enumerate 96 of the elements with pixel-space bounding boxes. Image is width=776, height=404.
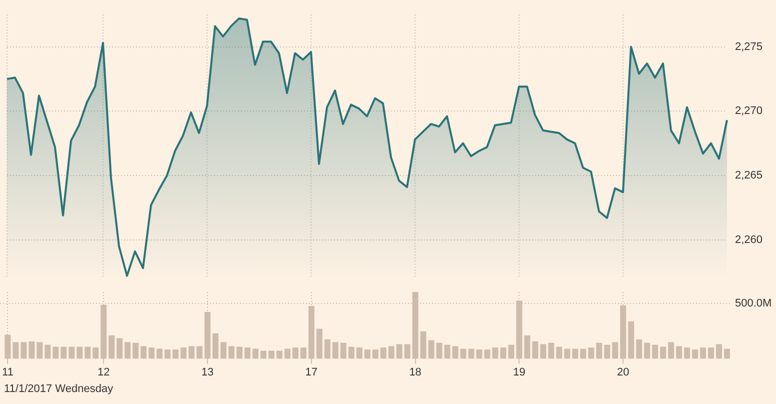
- bar: [428, 340, 434, 359]
- bar: [380, 347, 386, 359]
- bar: [388, 346, 394, 359]
- bar: [724, 348, 730, 359]
- bar: [420, 331, 426, 359]
- bar: [92, 347, 99, 359]
- bar: [268, 350, 274, 359]
- text: 11/1/2017 Wednesday: [4, 383, 114, 395]
- bar: [484, 349, 490, 359]
- x-tick-label: 12: [98, 366, 110, 378]
- bar: [212, 333, 219, 359]
- bar: [548, 342, 554, 359]
- bar: [580, 348, 586, 359]
- bar: [140, 346, 147, 359]
- bar: [132, 342, 139, 359]
- bar: [324, 339, 330, 359]
- bar: [668, 342, 674, 359]
- bar: [172, 349, 179, 359]
- bar: [348, 346, 354, 359]
- bar: [20, 342, 27, 359]
- bar: [84, 346, 91, 359]
- bar: [596, 342, 602, 359]
- bar: [116, 338, 123, 359]
- bar: [644, 342, 650, 359]
- ref-line-label: 500.0M: [735, 297, 772, 310]
- bar: [12, 342, 19, 359]
- bar: [444, 344, 450, 359]
- bar: [284, 348, 290, 359]
- bar: [28, 341, 35, 359]
- bar: [244, 347, 250, 359]
- y-tick-label: 2,265: [735, 169, 763, 182]
- bar: [636, 339, 642, 359]
- bar: [396, 344, 402, 359]
- bar: [108, 335, 115, 359]
- bar: [556, 346, 562, 359]
- bar: [372, 349, 378, 359]
- bar: [332, 342, 338, 359]
- bar: [276, 350, 282, 359]
- bar: [612, 342, 618, 359]
- bar: [564, 348, 570, 359]
- bar: [252, 348, 258, 359]
- bar: [196, 346, 203, 359]
- bar: [228, 346, 234, 359]
- bar: [188, 346, 195, 359]
- bar: [260, 350, 266, 359]
- bar: [508, 344, 514, 359]
- x-tick-label: 20: [616, 366, 630, 378]
- bar: [300, 347, 306, 359]
- x-tick-label: 17: [305, 366, 318, 378]
- bar: [660, 346, 666, 359]
- bar: [76, 346, 83, 359]
- bar: [652, 344, 658, 359]
- bar: [540, 344, 546, 359]
- bar: [364, 349, 370, 359]
- bar: [292, 347, 298, 359]
- bar: [588, 347, 594, 359]
- bar: [68, 346, 75, 359]
- bar: [692, 349, 698, 359]
- y-tick-label: 2,275: [735, 40, 763, 53]
- bar: [532, 341, 538, 359]
- bar: [340, 342, 346, 359]
- y-tick-label: 2,260: [735, 234, 763, 246]
- x-tick-label: 18: [409, 366, 422, 378]
- bar: [500, 347, 506, 359]
- bar: [460, 348, 466, 359]
- bar: [356, 347, 362, 359]
- bar: [148, 347, 155, 359]
- bar: [492, 347, 498, 359]
- bar: [708, 347, 714, 359]
- x-tick-label: 19: [513, 366, 526, 378]
- bar: [156, 348, 163, 359]
- bar: [700, 347, 706, 359]
- bar: [220, 342, 227, 359]
- bar: [524, 335, 530, 359]
- bar: [604, 344, 610, 359]
- bar: [52, 346, 59, 359]
- bar: [316, 328, 322, 359]
- x-tick-label: 11: [2, 366, 14, 378]
- y-tick-label: 2,270: [735, 105, 763, 118]
- x-tick-label: 13: [201, 366, 214, 378]
- bar: [676, 346, 682, 359]
- bar: [452, 346, 458, 359]
- bar: [236, 346, 242, 359]
- bar: [60, 346, 67, 359]
- bar: [468, 348, 474, 359]
- bar: [716, 344, 722, 359]
- bar: [36, 342, 43, 359]
- bar: [628, 321, 634, 359]
- bar: [180, 347, 187, 359]
- bar: [572, 348, 578, 359]
- bar: [684, 347, 690, 359]
- bar: [44, 344, 51, 359]
- bar: [124, 342, 131, 359]
- bar: [404, 344, 410, 359]
- bar: [164, 349, 171, 359]
- bar: [436, 342, 442, 359]
